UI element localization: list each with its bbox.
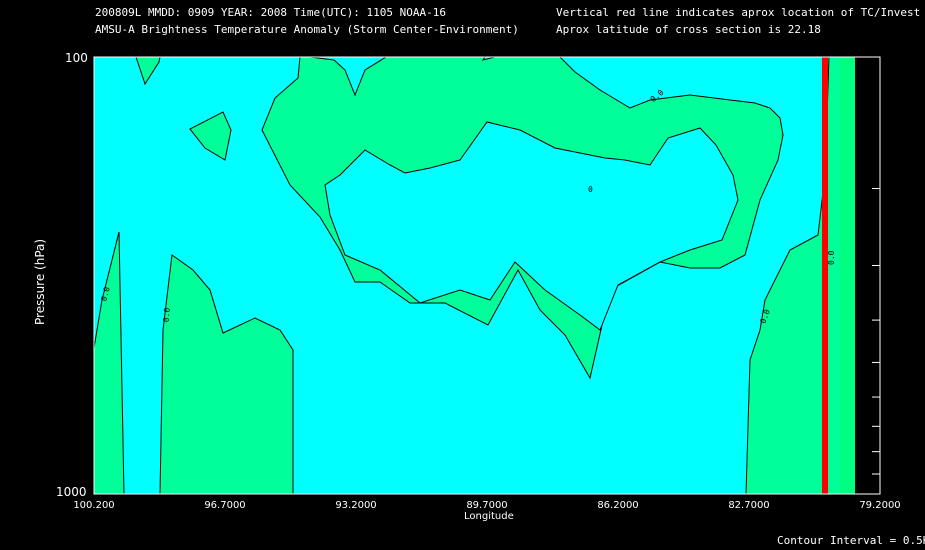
x-tick-label: 89.7000 [466, 500, 507, 511]
fill-lower-left [159, 254, 294, 495]
x-tick-label: 100.200 [73, 500, 114, 511]
plot-frame [93, 56, 881, 495]
x-tick-label: 86.2000 [597, 500, 638, 511]
contour-label-2: 0.0 [162, 307, 172, 322]
y-tick-label-top: 100 [65, 51, 88, 65]
header-line2-right: Aprox latitude of cross section is 22.18 [556, 23, 821, 36]
header-line1-right: Vertical red line indicates aprox locati… [556, 6, 921, 19]
contour-interval-label: Contour Interval = 0.5K [777, 534, 925, 547]
storm-location-line [822, 57, 828, 494]
central-cyan-cutout [324, 121, 739, 331]
x-tick-label: 79.2000 [859, 500, 900, 511]
x-tick-label: 82.7000 [728, 500, 769, 511]
y-axis-title: Pressure (hPa) [33, 239, 47, 325]
fill-isolated-lobe [189, 111, 232, 161]
header-line2-left: AMSU-A Brightness Temperature Anomaly (S… [95, 23, 519, 36]
fill-right-edge-strip [840, 57, 855, 494]
y-tick-label-bottom: 1000 [56, 485, 87, 499]
x-tick-label: 93.2000 [335, 500, 376, 511]
axis-ticks [872, 188, 880, 475]
header-line1-left: 200809L MMDD: 0909 YEAR: 2008 Time(UTC):… [95, 6, 446, 19]
x-tick-label: 96.7000 [204, 500, 245, 511]
x-tick-labels: 100.200 96.7000 93.2000 89.7000 86.2000 82.70… [73, 500, 900, 511]
x-axis-title: Longitude [464, 511, 514, 522]
contour-label-1: 0.0 [99, 286, 111, 302]
plot-right-blank [855, 57, 880, 494]
contour-label-5: 0.0 [827, 250, 836, 265]
contour-label-6: 0 [588, 185, 593, 194]
